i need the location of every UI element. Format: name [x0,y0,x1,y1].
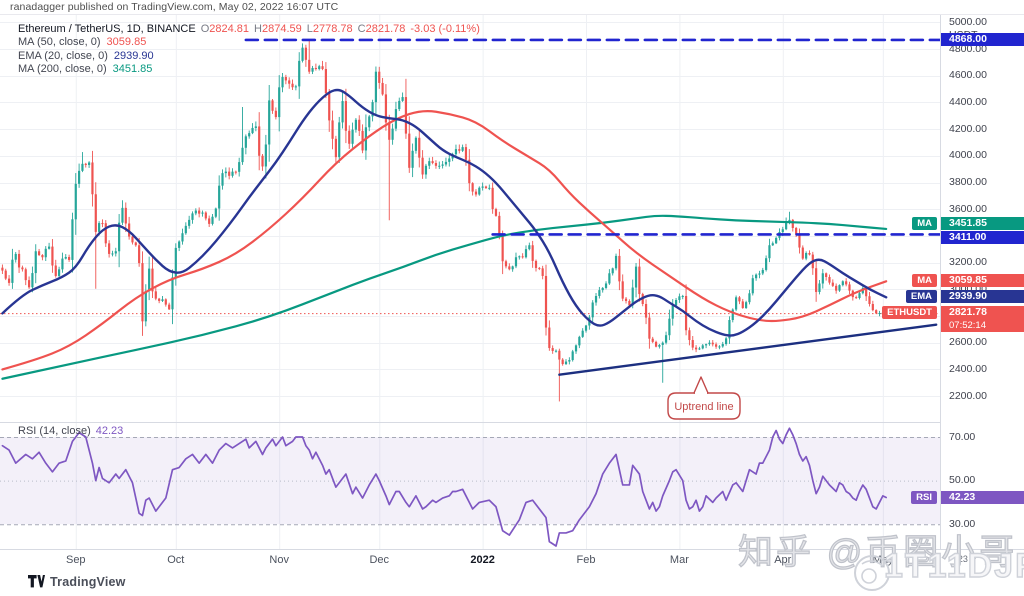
level-3411-00-badge: 3411.00 [941,231,1024,245]
footer: TradingView [0,570,1024,596]
ohlc-letter: O [200,23,210,35]
rsi-legend-row[interactable]: RSI (14, close) 42.23 [18,425,123,437]
ohlc-letter: L [306,23,313,35]
price-tick: 4600.00 [949,69,987,82]
time-label-apr: Apr [774,554,792,566]
price-tick: 4200.00 [949,122,987,135]
time-label-nov: Nov [269,554,289,566]
ohlc-letter: C [357,23,366,35]
symbol-title: Ethereum / TetherUS, 1D, BINANCE [18,23,196,35]
price-tick: 3600.00 [949,202,987,215]
price-tick: 4000.00 [949,149,987,162]
ohlc-letter: H [254,23,262,35]
tradingview-wordmark[interactable]: TradingView [50,575,126,589]
time-label-oct: Oct [167,554,185,566]
ohlc-number: 2821.78 [365,23,406,35]
ma-badge: 3059.85 [941,274,1024,288]
watermark-circle-logo [854,555,890,591]
price-tick: 2200.00 [949,389,987,402]
watermark-zhihu: 知乎 @币圈小哥 [737,532,1018,572]
price-axis[interactable]: 5000.00USDT4800.004600.004400.004200.004… [940,15,1024,549]
rsi-badge: 42.23 [941,490,1024,504]
time-label-feb: Feb [576,554,596,566]
ohlc-values: O2824.81 H2874.59 L2778.78 C2821.78 [196,23,406,35]
time-label-dec: Dec [369,554,390,566]
countdown-timer: 07:52:14 [949,320,986,332]
ohlc-number: 2824.81 [209,23,250,35]
change-value: -3.03 (-0.11%) [410,23,480,35]
attribution-text: ranadagger published on TradingView.com,… [10,1,339,13]
ema-badge: 2939.90 [941,290,1024,304]
price-tick: 4400.00 [949,95,987,108]
rsi-tick: 70.00 [949,430,976,443]
ma-badge: 3451.85 [941,216,1024,230]
price-tick: 2400.00 [949,362,987,375]
chart-container: Ethereum / TetherUS, 1D, BINANCE O2824.81… [0,14,1024,571]
rsi-tick: 50.00 [949,474,976,487]
rsi-value: 42.23 [95,425,124,437]
price-tick: 2600.00 [949,336,987,349]
time-label-mar: Mar [669,554,689,566]
rsi-tick: 30.00 [949,517,976,530]
price-tick: 3200.00 [949,256,987,269]
time-label-2022: 2022 [470,554,495,566]
tradingview-logo-icon[interactable] [28,575,45,588]
time-axis[interactable]: Sep Oct Nov Dec 2022 Feb Mar Apr May 23 [0,549,1024,571]
chart-canvas[interactable] [0,15,940,549]
level-4868-00-badge: 4868.00 [941,32,1024,46]
symbol-legend-row[interactable]: Ethereum / TetherUS, 1D, BINANCE O2824.81… [18,22,480,36]
watermark-code: 1T11DJP [883,546,1024,585]
price-tick: 3800.00 [949,176,987,188]
time-label-23: 23 [957,554,968,564]
time-label-sep: Sep [65,554,86,566]
rsi-label: RSI (14, close) [18,425,91,437]
ethusdt-badge: 2821.78 07:52:14 [941,306,1024,333]
ohlc-number: 2778.78 [312,23,353,35]
ohlc-number: 2874.59 [261,23,302,35]
